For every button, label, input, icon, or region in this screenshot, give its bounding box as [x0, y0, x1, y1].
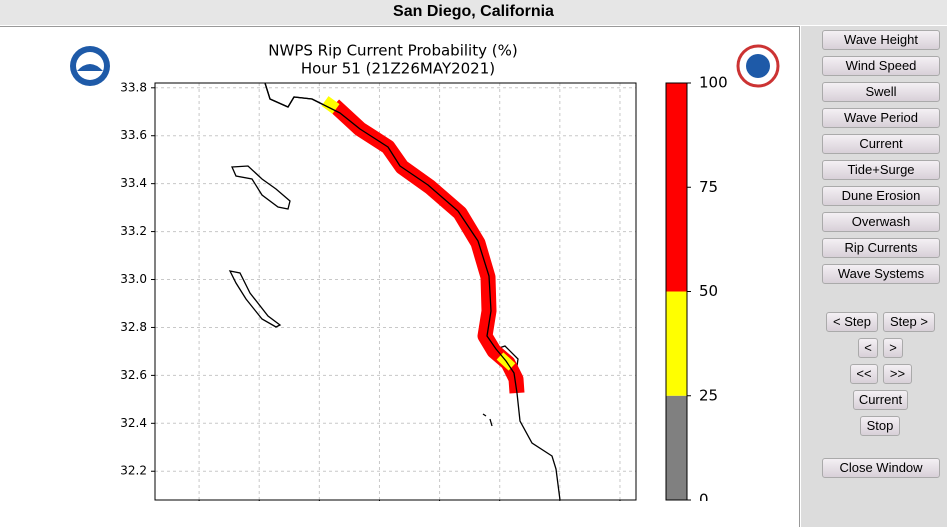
y-tick-label: 33.2: [120, 224, 147, 238]
layer-button[interactable]: Rip Currents: [822, 238, 940, 258]
y-tick-label: 33.8: [120, 80, 147, 94]
colorbar-segment: [666, 395, 687, 500]
y-tick-label: 33.0: [120, 272, 147, 286]
layer-button[interactable]: Dune Erosion: [822, 186, 940, 206]
colorbar-segment: [666, 291, 687, 396]
next-button[interactable]: >: [883, 338, 903, 358]
prev-button[interactable]: <: [858, 338, 878, 358]
colorbar-tick-label: 25: [699, 386, 718, 404]
close-window-button[interactable]: Close Window: [822, 458, 940, 478]
colorbar-tick-label: 50: [699, 282, 718, 300]
last-button[interactable]: >>: [883, 364, 912, 384]
plot-title: NWPS Rip Current Probability (%): [268, 42, 517, 60]
y-tick-label: 32.8: [120, 320, 147, 334]
y-tick-label: 33.6: [120, 128, 147, 142]
colorbar-segment: [666, 83, 687, 292]
noaa-logo: [70, 46, 110, 86]
y-tick-label: 32.2: [120, 464, 147, 478]
layer-button[interactable]: Swell: [822, 82, 940, 102]
layer-button[interactable]: Current: [822, 134, 940, 154]
first-button[interactable]: <<: [850, 364, 878, 384]
y-tick-label: 32.4: [120, 416, 147, 430]
step-forward-button[interactable]: Step >: [883, 312, 935, 332]
plot-frame: [154, 82, 637, 501]
nws-logo: [736, 44, 780, 88]
layer-button[interactable]: Tide+Surge: [822, 160, 940, 180]
rip-current-band: [264, 82, 525, 394]
layer-button[interactable]: Wave Systems: [822, 264, 940, 284]
chart: NWPS Rip Current Probability (%) Hour 51…: [70, 42, 780, 502]
step-back-button[interactable]: < Step: [826, 312, 878, 332]
map-panel: NWPS Rip Current Probability (%) Hour 51…: [0, 26, 800, 527]
layer-button[interactable]: Wind Speed: [822, 56, 940, 76]
side-panel: Wave Height Wind Speed Swell Wave Period Cur…: [801, 26, 947, 527]
plot-subtitle: Hour 51 (21Z26MAY2021): [301, 60, 495, 78]
colorbar-tick-label: 75: [699, 178, 718, 196]
layer-button[interactable]: Wave Height: [822, 30, 940, 50]
y-tick-label: 33.4: [120, 176, 147, 190]
current-button[interactable]: Current: [853, 390, 908, 410]
layer-button[interactable]: Overwash: [822, 212, 940, 232]
layer-button[interactable]: Wave Period: [822, 108, 940, 128]
colorbar-tick-label: 100: [699, 74, 728, 92]
y-tick-label: 32.6: [120, 368, 147, 382]
colorbar-tick-label: 0: [699, 491, 709, 502]
stop-button[interactable]: Stop: [860, 416, 900, 436]
header-title: San Diego, California: [0, 0, 947, 25]
